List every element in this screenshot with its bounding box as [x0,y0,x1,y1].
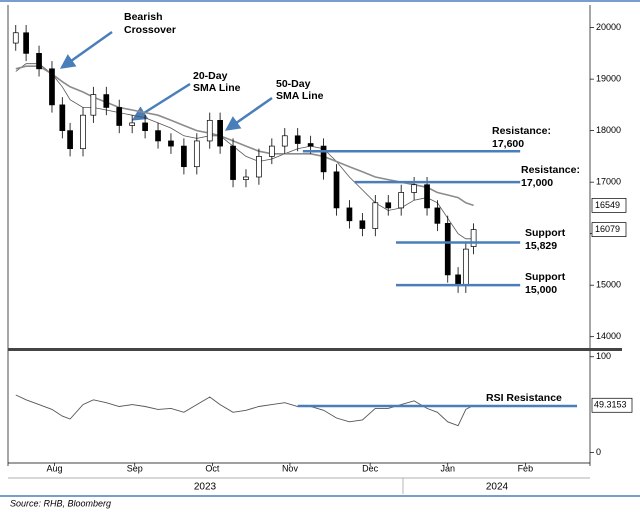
candle-body [59,104,66,131]
x-tick-label: Dec [362,463,379,473]
candle-body [49,68,55,106]
year-label: 2023 [194,482,217,493]
level-label: 15,829 [525,240,557,252]
candle-body [411,184,417,193]
x-tick-label: Oct [205,463,220,473]
candle-body [294,135,301,144]
last-value-box [591,198,627,213]
candle-body [67,130,73,150]
y-tick-label: 0 [596,447,601,457]
candle-body [256,156,262,178]
level-label: Resistance: [492,125,551,137]
candle-body [193,140,200,168]
candle-body [372,202,379,229]
x-tick-label: Feb [518,463,534,473]
candle-body [217,119,223,147]
candle-body [307,143,314,147]
last-value-box [591,222,627,237]
x-tick-label: Jan [440,463,455,473]
candle-body [23,32,29,54]
candle-body [12,32,19,44]
candle-body [243,176,249,180]
candle-body [142,122,148,131]
candle-body [455,274,461,286]
candle-body [359,220,366,229]
level-label: 15,000 [525,284,557,296]
candle-body [398,192,405,209]
rsi-line [15,394,474,427]
candle-body [168,140,174,147]
candle-body [116,107,123,126]
candle-body [90,94,97,116]
candle-body [434,207,441,224]
y-tick-label: 18000 [596,125,621,135]
candle-body [320,145,327,173]
arrow [59,30,113,69]
level-label: Support [525,227,566,239]
candle-body [155,130,161,142]
year-label: 2024 [486,482,509,493]
annotation: SMA Line [193,82,241,94]
x-tick-label: Sep [127,463,143,473]
annotation: Crossover [124,24,176,36]
level-label: Resistance: [521,164,580,176]
candle-body [103,94,110,108]
last-value-label: 16079 [595,224,620,234]
source: Source: RHB, Bloomberg [10,498,111,508]
annotation: SMA Line [276,90,324,102]
last-value-label: 16549 [595,200,620,210]
candle-body [268,145,275,157]
y-tick-label: 100 [596,351,611,361]
candle-body [462,248,469,286]
level-label: Support [525,271,566,283]
candle-body [424,184,430,209]
candle-body [470,229,477,247]
last-value-label: 49.3153 [594,400,627,410]
candle-body [206,119,213,142]
candle-body [281,135,288,147]
annotation: 20-Day [193,70,228,82]
y-tick-label: 14000 [596,331,621,341]
candle-body [444,223,451,276]
y-tick-label: 19000 [596,73,621,83]
candle-body [385,202,392,209]
level-label: 17,000 [521,177,553,189]
sma-line [15,63,474,240]
candle-body [346,207,353,222]
candle-body [230,145,236,180]
candle-body [333,171,340,209]
level-label: 17,600 [492,138,524,150]
candle-body [129,122,136,126]
x-tick-label: Nov [282,463,299,473]
last-value-box [591,397,633,413]
y-tick-label: 15000 [596,280,621,290]
y-tick-label: 17000 [596,177,621,187]
arrow [224,96,273,131]
annotation: Bearish [124,11,163,23]
candle-body [36,53,42,70]
level-label: RSI Resistance [486,392,562,404]
sma-line [15,65,474,207]
candle-body [80,114,86,150]
y-tick-label: 20000 [596,22,621,32]
x-tick-label: Aug [47,463,63,473]
annotation: 50-Day [276,78,311,90]
candle-body [181,145,187,168]
